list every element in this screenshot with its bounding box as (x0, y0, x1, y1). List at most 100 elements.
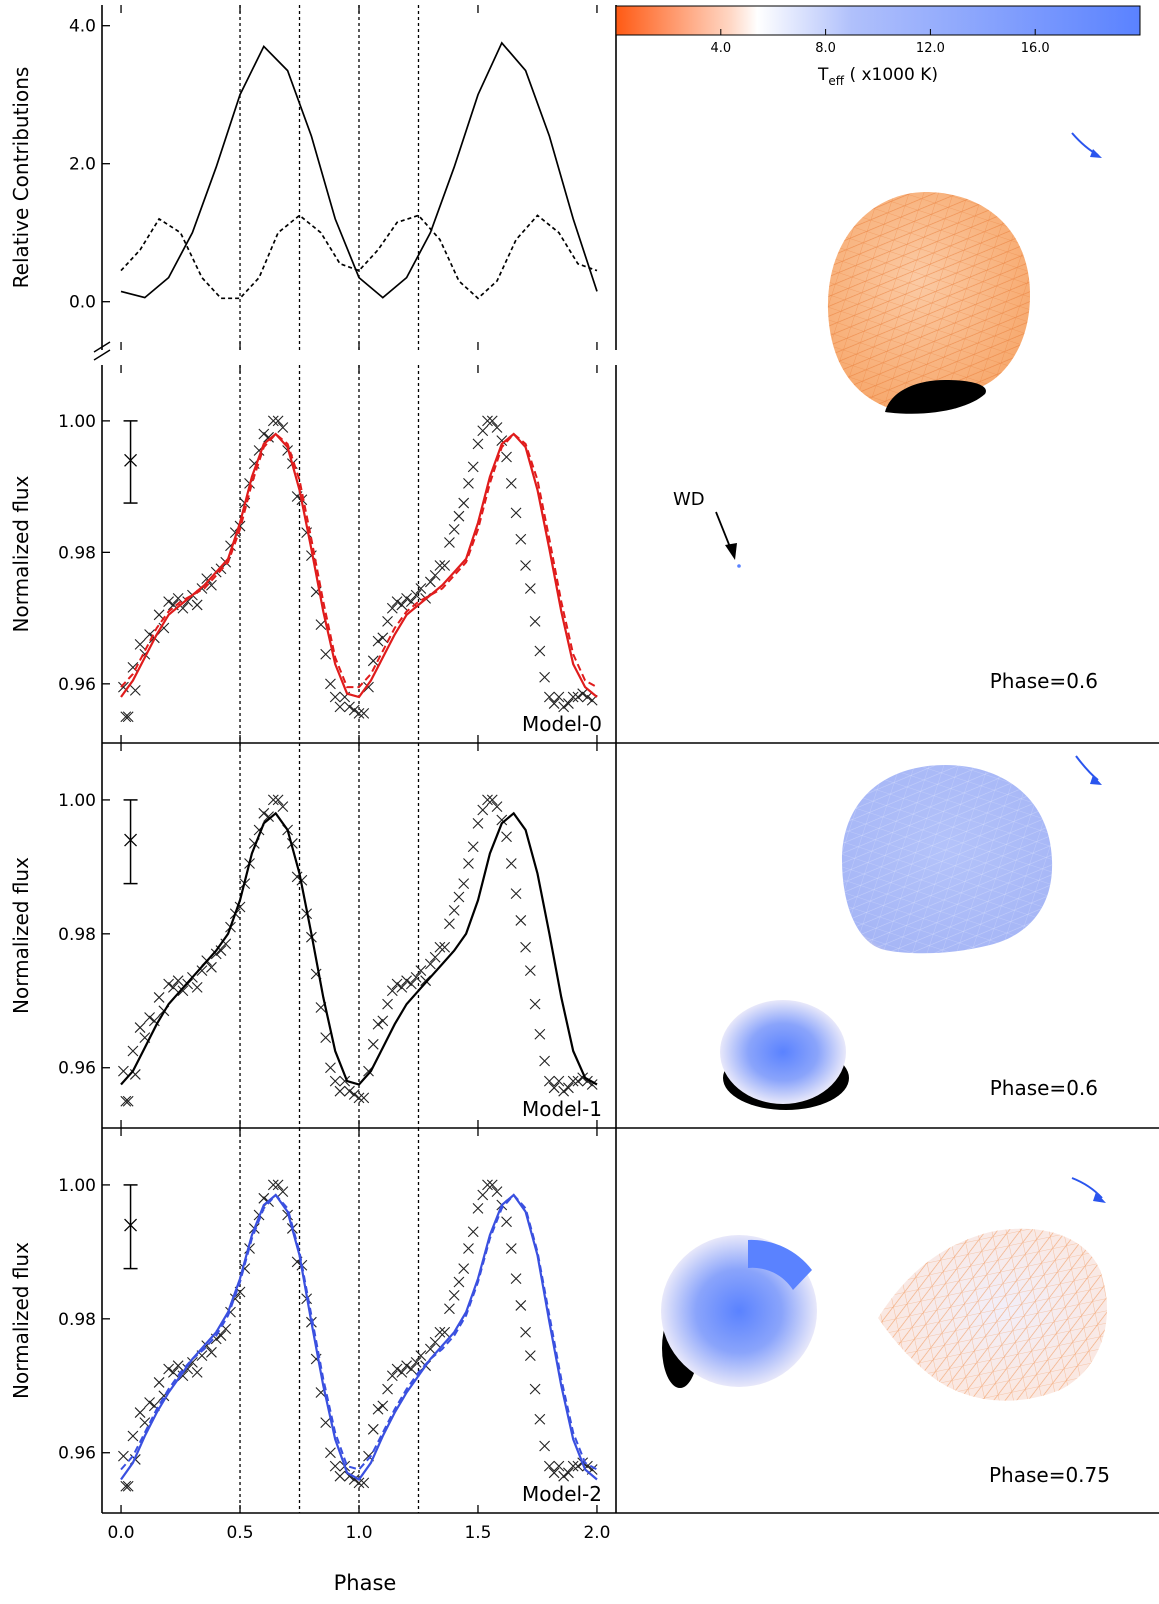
data-point (496, 435, 508, 446)
data-point (458, 1263, 470, 1274)
binary-view-model-1: Phase=0.6 (720, 755, 1102, 1110)
data-point (572, 1075, 584, 1087)
data-point (486, 1179, 498, 1191)
data-point (127, 1045, 139, 1057)
data-point (367, 1423, 379, 1435)
data-point (534, 1413, 546, 1425)
data-point (263, 811, 274, 823)
data-point (563, 1082, 574, 1094)
data-point (448, 523, 460, 535)
data-point (439, 941, 451, 953)
data-point (329, 691, 341, 703)
data-point (153, 609, 165, 621)
data-point (134, 1022, 146, 1033)
data-point (277, 422, 289, 433)
data-point (482, 415, 493, 427)
data-point (320, 1417, 332, 1428)
phase-label-2: Phase=0.75 (989, 1463, 1110, 1487)
colorbar-tick-label: 8.0 (815, 41, 836, 56)
model-curve-solid (120, 1193, 598, 1481)
data-point (529, 615, 541, 627)
wd-label: WD (673, 489, 705, 510)
data-point (553, 1460, 565, 1472)
data-point (501, 1216, 512, 1228)
x-tick-label: 1.0 (345, 1523, 372, 1543)
data-point (344, 1085, 355, 1097)
data-point (191, 599, 203, 611)
data-point (153, 992, 165, 1003)
data-point (134, 1407, 146, 1418)
data-point (425, 958, 436, 970)
data-point (524, 965, 536, 977)
data-point (405, 978, 417, 990)
orbit-arrowhead (1093, 1192, 1106, 1203)
data-point (539, 1440, 550, 1452)
y-tick-label: 0.98 (58, 1310, 96, 1330)
data-point (467, 841, 479, 853)
data-point (158, 622, 170, 634)
data-point (367, 1038, 379, 1050)
data-point (320, 648, 332, 660)
data-point (515, 915, 527, 926)
data-point (505, 858, 517, 869)
donor-star-mesh (842, 765, 1053, 954)
data-point (329, 1075, 341, 1087)
data-point (458, 878, 470, 889)
data-point (515, 533, 527, 545)
x-tick-label: 2.0 (583, 1523, 610, 1543)
data-point (120, 711, 132, 723)
data-point (410, 971, 422, 983)
data-point (515, 1300, 527, 1311)
data-point (567, 691, 579, 703)
data-point (334, 701, 346, 713)
data-point (444, 537, 455, 548)
y-tick-label: 0.96 (58, 1059, 96, 1079)
data-point (396, 599, 408, 611)
data-point (558, 701, 570, 713)
donor-star-mesh (878, 1228, 1107, 1401)
data-point (534, 1028, 546, 1040)
model-label: Model-1 (522, 1097, 602, 1121)
y-axis-label: Normalized flux (9, 475, 33, 632)
data-point (382, 1383, 393, 1395)
data-point (363, 681, 374, 693)
x-axis-tick-labels: 0.0 0.5 1.0 1.5 2.0 (108, 1523, 611, 1543)
axis-break-mark (93, 341, 111, 353)
x-tick-label: 0.5 (226, 1523, 253, 1543)
data-point (482, 1179, 493, 1191)
panel-0: 0.0 2.0 4.0 Relative Contributions (9, 5, 598, 350)
data-point (529, 998, 541, 1010)
data-point (577, 1072, 589, 1084)
data-point (386, 1370, 398, 1382)
data-point (520, 560, 531, 571)
data-point (472, 817, 484, 829)
data-point (429, 1336, 441, 1348)
data-point (377, 1400, 389, 1412)
data-point (168, 982, 179, 993)
data-point (415, 1350, 427, 1362)
data-point (582, 691, 593, 703)
panel-1: 0.96 0.98 1.00 Normalized flux Model-0 (9, 365, 616, 744)
data-point (510, 507, 522, 519)
phase-label-0: Phase=0.6 (990, 669, 1098, 693)
data-point (453, 510, 465, 522)
data-point (391, 596, 403, 608)
data-point (325, 1062, 336, 1074)
data-point (505, 1243, 517, 1254)
data-point (572, 1460, 584, 1472)
data-point (372, 1403, 384, 1415)
model-label: Model-0 (522, 712, 602, 736)
y-axis-label: Normalized flux (9, 1242, 33, 1399)
x-axis-label: Phase (334, 1571, 397, 1595)
model-label: Model-2 (522, 1482, 602, 1506)
data-point (168, 1367, 179, 1378)
data-point (563, 1467, 574, 1479)
y-tick-label: 1.00 (58, 791, 96, 811)
data-point (277, 1186, 289, 1197)
data-point (353, 1092, 365, 1104)
data-point (329, 1460, 341, 1472)
data-point (453, 1276, 465, 1288)
data-point (187, 1356, 198, 1368)
data-point (358, 1092, 370, 1104)
star-shadow (885, 380, 986, 414)
